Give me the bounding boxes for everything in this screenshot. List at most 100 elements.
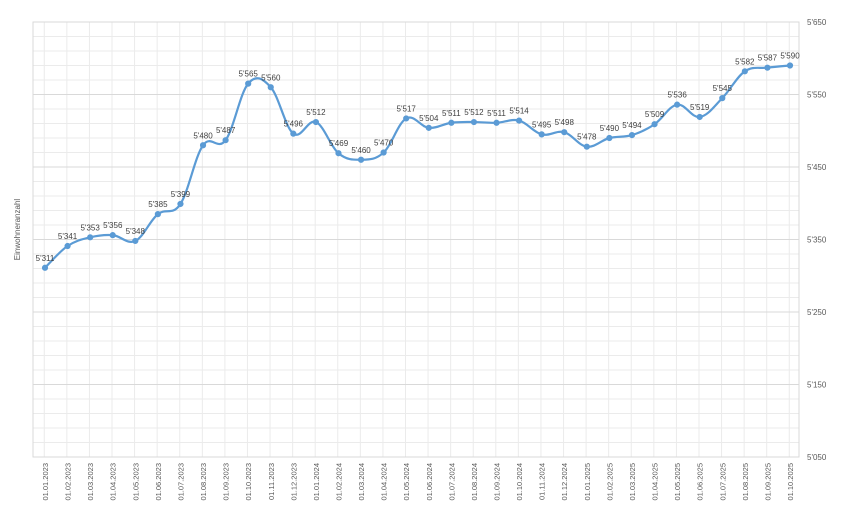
data-label: 5'512	[306, 108, 326, 117]
data-label: 5'514	[509, 107, 529, 116]
data-label: 5'490	[600, 124, 620, 133]
data-point	[245, 80, 252, 87]
y-tick-label: 5'250	[807, 308, 827, 317]
data-point	[109, 232, 116, 239]
x-tick-label: 01.01.2024	[312, 463, 321, 501]
x-tick-label: 01.10.2025	[786, 463, 795, 501]
data-point	[403, 115, 410, 122]
data-label: 5'478	[577, 133, 597, 142]
x-tick-label: 01.04.2024	[380, 463, 389, 501]
data-point	[674, 101, 681, 108]
data-point	[651, 121, 658, 128]
major-gridlines	[33, 21, 799, 458]
x-tick-label: 01.12.2023	[289, 463, 298, 501]
x-tick-label: 01.05.2024	[402, 463, 411, 501]
x-tick-label: 01.12.2024	[560, 463, 569, 501]
x-tick-label: 01.05.2023	[131, 463, 140, 501]
y-tick-label: 5'450	[807, 163, 827, 172]
x-tick-label: 01.07.2023	[176, 463, 185, 501]
x-tick-label: 01.04.2023	[109, 463, 118, 501]
data-point	[448, 119, 455, 126]
y-tick-label: 5'350	[807, 236, 827, 245]
x-tick-label: 01.02.2024	[334, 463, 343, 501]
data-label: 5'470	[374, 139, 394, 148]
x-tick-label: 01.01.2025	[583, 463, 592, 501]
x-tick-label: 01.11.2024	[538, 463, 547, 500]
data-label: 5'487	[216, 126, 236, 135]
data-label: 5'519	[690, 103, 710, 112]
data-point	[64, 242, 71, 250]
y-tick-label: 5'150	[807, 381, 827, 390]
y-tick-label: 5'050	[807, 453, 827, 462]
data-point	[222, 137, 229, 144]
data-label: 5'517	[397, 104, 417, 113]
x-tick-label: 01.11.2023	[267, 463, 276, 500]
y-axis-label: Einwohneranzahl	[13, 199, 22, 261]
x-tick-label: 01.10.2023	[244, 463, 253, 501]
data-label: 5'565	[239, 70, 259, 79]
data-label: 5'587	[758, 54, 778, 63]
y-tick-label: 5'550	[807, 91, 827, 100]
data-label: 5'469	[329, 139, 349, 148]
data-point	[425, 124, 432, 131]
data-label: 5'504	[419, 114, 439, 123]
x-tick-label: 01.02.2023	[64, 463, 73, 501]
data-point	[335, 150, 342, 157]
data-label: 5'385	[148, 200, 168, 209]
data-point	[87, 234, 94, 241]
x-tick-label: 01.08.2024	[470, 463, 479, 501]
data-label: 5'496	[284, 120, 304, 129]
x-tick-label: 01.09.2024	[493, 463, 502, 501]
data-label: 5'311	[36, 254, 55, 263]
x-tick-label: 01.01.2023	[41, 463, 50, 501]
data-point	[583, 143, 590, 150]
data-point	[786, 62, 794, 69]
data-label: 5'545	[713, 84, 733, 93]
data-label: 5'495	[532, 120, 552, 129]
data-point	[357, 156, 365, 163]
x-tick-label: 01.06.2023	[154, 463, 163, 501]
data-point	[764, 64, 771, 71]
data-point	[290, 130, 297, 137]
x-tick-label: 01.03.2024	[357, 463, 366, 501]
data-point	[470, 118, 478, 126]
data-label: 5'341	[58, 232, 78, 241]
data-label: 5'582	[735, 57, 755, 66]
data-point	[380, 149, 387, 156]
x-axis-ticks: 01.01.2023 01.02.2023 01.03.2023 01.04.2023…	[41, 463, 795, 501]
x-tick-label: 01.03.2025	[628, 463, 637, 501]
data-point	[132, 237, 139, 245]
x-tick-label: 01.09.2023	[222, 463, 231, 501]
data-point	[538, 131, 545, 138]
data-label: 5'498	[555, 118, 575, 127]
x-tick-label: 01.04.2025	[651, 463, 660, 501]
x-tick-label: 01.06.2024	[425, 463, 434, 501]
data-label: 5'590	[780, 52, 800, 61]
data-point	[515, 117, 523, 124]
data-point	[493, 119, 500, 126]
data-label: 5'399	[171, 190, 191, 199]
data-point	[606, 134, 613, 142]
data-label: 5'348	[126, 227, 146, 236]
data-point	[177, 200, 184, 208]
data-point	[41, 264, 49, 271]
data-point	[696, 113, 703, 121]
x-tick-label: 01.09.2025	[763, 463, 772, 501]
x-tick-label: 01.08.2023	[199, 463, 208, 501]
x-tick-label: 01.03.2023	[86, 463, 95, 501]
x-tick-label: 01.07.2025	[718, 463, 727, 501]
series-line	[43, 64, 792, 269]
data-label: 5'460	[351, 146, 371, 155]
plot-frame	[32, 21, 800, 458]
data-point	[267, 84, 274, 91]
data-point	[628, 132, 636, 139]
data-label: 5'560	[261, 73, 281, 82]
x-tick-label: 01.06.2025	[696, 463, 705, 501]
data-label: 5'509	[645, 110, 665, 119]
data-point	[719, 95, 726, 102]
data-label: 5'494	[622, 121, 642, 130]
data-label: 5'356	[103, 221, 123, 230]
x-tick-label: 01.07.2024	[447, 463, 456, 501]
